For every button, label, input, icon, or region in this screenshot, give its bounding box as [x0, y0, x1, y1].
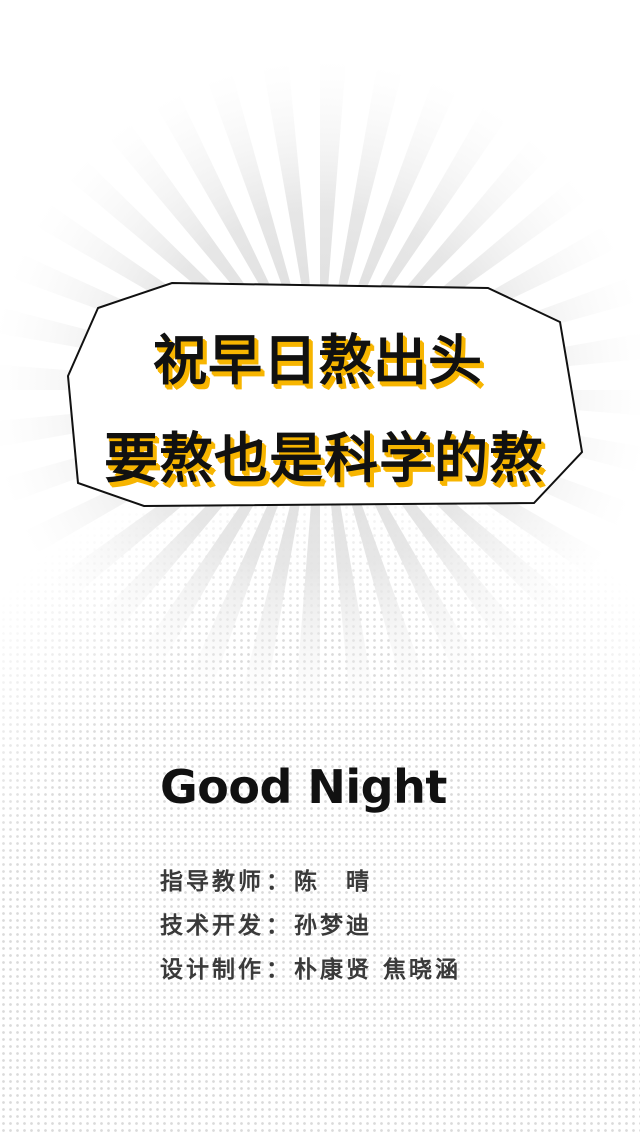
credit-role: 指导教师: [160, 869, 264, 895]
credit-row-advisor: 指导教师：陈 晴: [160, 860, 461, 904]
sign-off-title: Good Night: [160, 760, 447, 814]
credit-separator: ：: [266, 957, 292, 983]
credit-row-designer: 设计制作：朴康贤 焦晓涵: [160, 948, 461, 992]
credit-names: 孙梦迪: [294, 913, 372, 939]
headline-line-2: 要熬也是科学的熬: [104, 427, 544, 490]
credits-block: Good Night 指导教师：陈 晴 技术开发：孙梦迪 设计制作：朴康贤 焦晓…: [160, 758, 461, 992]
credit-names: 朴康贤 焦晓涵: [294, 957, 462, 983]
headline-line-1: 祝早日熬出头: [153, 329, 483, 392]
credit-role: 设计制作: [160, 957, 264, 983]
credit-separator: ：: [266, 913, 292, 939]
credit-row-developer: 技术开发：孙梦迪: [160, 904, 461, 948]
credit-role: 技术开发: [160, 913, 264, 939]
credit-names: 陈 晴: [294, 869, 372, 895]
credit-separator: ：: [266, 869, 292, 895]
